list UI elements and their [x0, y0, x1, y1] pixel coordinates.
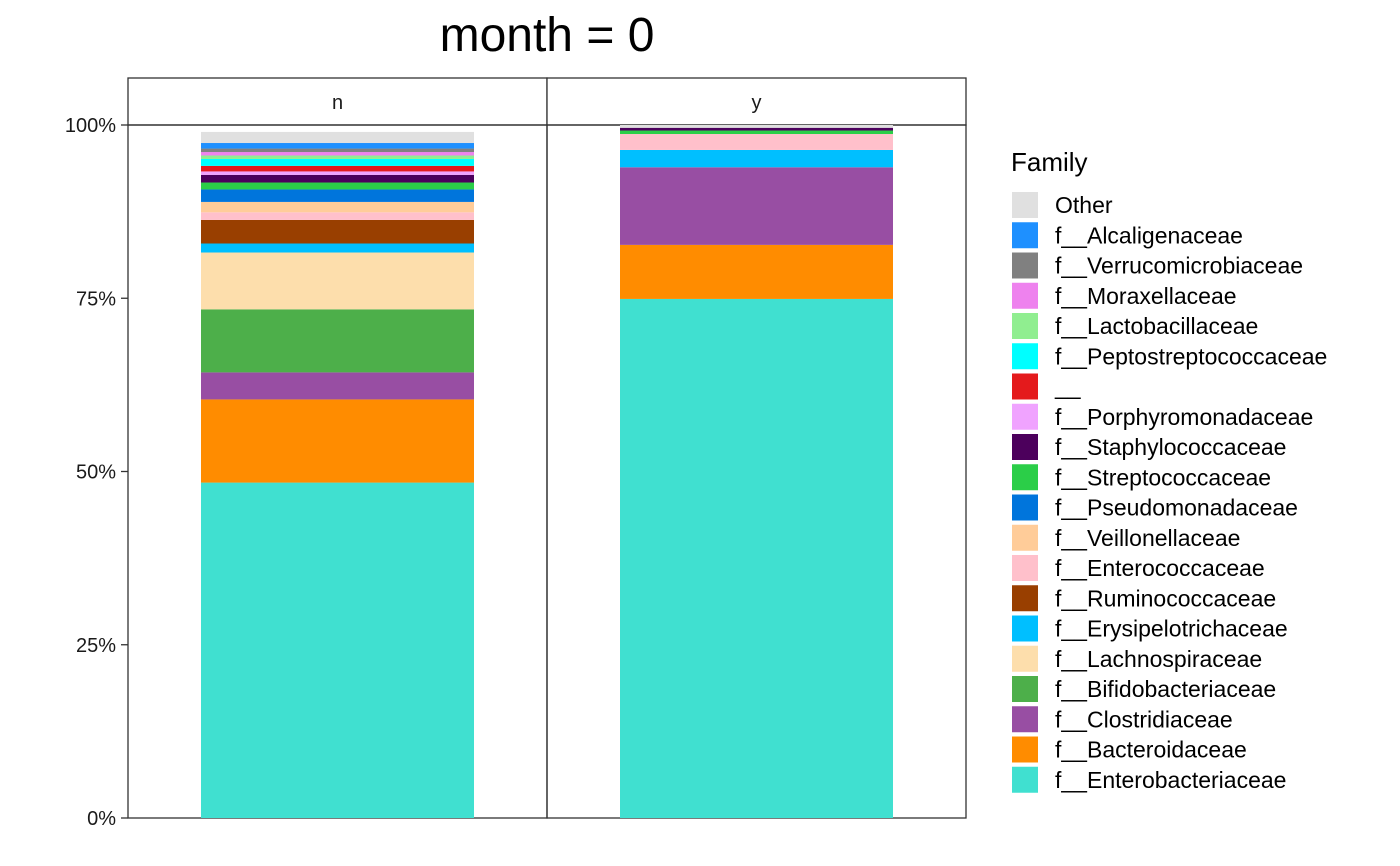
legend-swatch: [1012, 434, 1038, 460]
legend-label: f__Enterobacteriaceae: [1055, 767, 1286, 793]
bar-segment-n-3: [201, 309, 474, 373]
legend-label: f__Erysipelotrichaceae: [1055, 616, 1288, 642]
bar-segment-n-2: [201, 372, 474, 400]
bar-segment-n-7: [201, 212, 474, 220]
legend-label: f__Bacteroidaceae: [1055, 737, 1247, 763]
legend-label: f__Staphylococcaceae: [1055, 434, 1286, 460]
legend-swatch: [1012, 252, 1038, 279]
legend-label: f__Porphyromonadaceae: [1055, 404, 1313, 430]
bar-segment-n-14: [201, 158, 474, 166]
y-tick-label: 25%: [76, 635, 116, 657]
legend-label: Other: [1055, 192, 1113, 218]
bar-segment-n-5: [201, 243, 474, 253]
chart-title: month = 0: [439, 9, 655, 62]
y-tick-label: 50%: [76, 462, 116, 484]
bar-stacks: [201, 125, 893, 818]
legend-swatch: [1012, 403, 1038, 430]
y-tick-label: 100%: [65, 115, 116, 137]
facet-strip-n: [127, 77, 548, 126]
bar-segment-n-19: [201, 131, 474, 144]
bar-segment-y-11: [620, 127, 893, 131]
legend-swatch: [1012, 192, 1038, 218]
legend-label: f__Pseudomonadaceae: [1055, 495, 1298, 521]
bar-segment-n-12: [201, 171, 474, 175]
legend-label: f__Alcaligenaceae: [1055, 222, 1243, 248]
bar-segment-n-8: [201, 201, 474, 213]
bar-segment-n-4: [201, 252, 474, 310]
bar-segment-y-5: [620, 149, 893, 168]
legend-label: f__Clostridiaceae: [1055, 706, 1233, 732]
legend-swatch: [1012, 494, 1038, 521]
bar-segment-n-18: [201, 143, 474, 149]
bar-segment-n-1: [201, 399, 474, 483]
bar-segment-y-19: [620, 125, 893, 128]
legend-swatch: [1012, 555, 1038, 581]
bar-segment-y-0: [620, 298, 893, 818]
legend-label: f__Enterococcaceae: [1055, 555, 1265, 581]
legend-swatch: [1012, 222, 1038, 249]
legend-label: f__Peptostreptococcaceae: [1055, 343, 1327, 369]
legend-swatch: [1012, 585, 1038, 612]
legend: Family Other f__Alcaligenaceae f__Verrucomi…: [1011, 147, 1327, 793]
bar-segment-n-13: [201, 165, 474, 172]
legend-label: f__Lachnospiraceae: [1055, 646, 1262, 672]
legend-swatch: [1012, 343, 1038, 370]
legend-label: __: [1054, 374, 1082, 400]
bar-segment-n-11: [201, 174, 474, 183]
legend-swatch: [1012, 313, 1038, 339]
bar-segment-n-10: [201, 182, 474, 190]
bar-segment-y-7: [620, 134, 893, 150]
legend-label: f__Lactobacillaceae: [1055, 313, 1258, 339]
bar-segment-y-10: [620, 130, 893, 135]
legend-swatch: [1012, 373, 1038, 400]
bar-segment-n-6: [201, 219, 474, 244]
legend-label: f__Streptococcaceae: [1055, 464, 1271, 490]
legend-label: f__Moraxellaceae: [1055, 283, 1237, 309]
legend-swatch: [1012, 282, 1038, 309]
legend-swatch: [1012, 706, 1038, 733]
legend-swatch: [1012, 766, 1038, 793]
facet-label-y: y: [752, 92, 762, 114]
y-tick-label: 75%: [76, 288, 116, 310]
legend-swatch: [1012, 736, 1038, 763]
bar-segment-n-16: [201, 152, 474, 156]
legend-swatch: [1012, 645, 1038, 672]
facet-strip-y: [546, 77, 967, 126]
bar-segment-y-2: [620, 167, 893, 245]
legend-title: Family: [1011, 147, 1088, 177]
legend-label: f__Verrucomicrobiaceae: [1055, 253, 1303, 279]
legend-swatch: [1012, 464, 1038, 491]
bar-segment-y-1: [620, 244, 893, 299]
bar-segment-n-15: [201, 155, 474, 159]
legend-swatch: [1012, 524, 1038, 551]
y-axis: 0% 25% 50% 75% 100%: [65, 115, 128, 830]
bar-segment-n-0: [201, 482, 474, 818]
legend-swatch: [1012, 676, 1038, 702]
legend-swatch: [1012, 615, 1038, 642]
legend-label: f__Ruminococcaceae: [1055, 585, 1276, 611]
legend-label: f__Bifidobacteriaceae: [1055, 676, 1276, 702]
facet-label-n: n: [332, 92, 343, 114]
y-tick-label: 0%: [87, 808, 116, 830]
legend-label: f__Veillonellaceae: [1055, 525, 1240, 551]
bar-segment-n-9: [201, 189, 474, 202]
bar-segment-n-17: [201, 148, 474, 153]
